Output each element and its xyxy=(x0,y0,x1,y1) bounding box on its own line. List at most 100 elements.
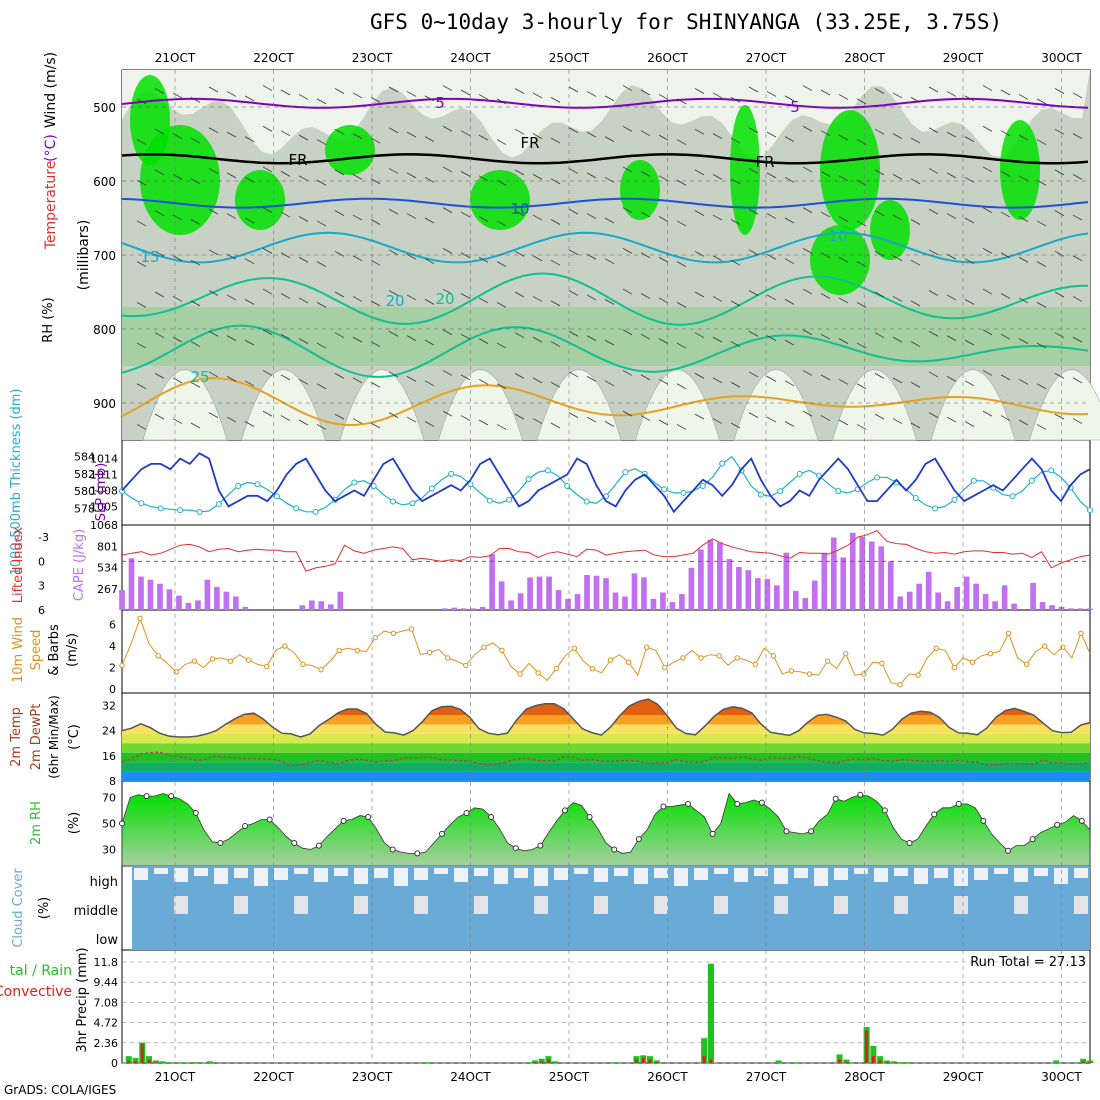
wind-speed-point xyxy=(589,665,596,672)
wind-barb xyxy=(316,424,327,430)
x-label-top: 26OCT xyxy=(647,51,688,65)
wind-barb xyxy=(262,85,273,91)
wind-barb xyxy=(1036,179,1047,186)
wind-barb xyxy=(622,288,633,295)
label-rh2m-a: 2m RH xyxy=(29,801,44,845)
precip-total-bar xyxy=(206,1061,214,1063)
cloud-clear-middle xyxy=(834,896,848,914)
cape-bar xyxy=(868,541,875,610)
precip-total-bar xyxy=(552,1061,559,1063)
rh-point xyxy=(414,850,421,857)
precip-total-bar xyxy=(538,1058,545,1063)
wind-speed-point xyxy=(824,658,831,664)
wind-barb xyxy=(694,88,705,94)
rh-moist-patch xyxy=(140,125,220,235)
wind-barb xyxy=(514,373,525,379)
wind-barb xyxy=(406,294,417,301)
wind-barb xyxy=(442,247,453,254)
wind-barb xyxy=(622,247,633,254)
wind-barb xyxy=(892,336,903,343)
wind-barb xyxy=(208,208,219,215)
wind-barb xyxy=(586,213,597,219)
rh-point xyxy=(660,803,667,810)
wind-barb xyxy=(604,95,615,102)
cape-bar xyxy=(973,583,979,610)
wind-barb xyxy=(280,293,291,299)
cape-bar xyxy=(802,598,809,610)
rh-point xyxy=(340,817,347,824)
cloud-clear-high xyxy=(954,868,968,886)
wind-barb xyxy=(514,413,525,420)
wind-barb xyxy=(802,166,813,173)
y-tick-wind: 2 xyxy=(109,662,116,675)
wind-barb xyxy=(298,419,309,426)
wind-barb xyxy=(244,258,255,265)
cape-bar xyxy=(204,579,211,610)
cape-bar xyxy=(195,600,201,610)
wind-barb xyxy=(694,250,705,257)
wind-barb xyxy=(946,131,957,138)
cloud-clear-middle xyxy=(534,896,548,914)
thickness-point xyxy=(215,501,222,508)
cloud-clear-high xyxy=(454,868,468,882)
wind-barb xyxy=(298,216,309,222)
wind-barb xyxy=(334,169,345,176)
wind-speed-point xyxy=(245,657,252,663)
wind-barb xyxy=(748,168,759,174)
wind-barb xyxy=(154,332,165,339)
wind-barb xyxy=(262,410,273,417)
thickness-point xyxy=(448,470,455,477)
wind-speed-point xyxy=(137,615,143,621)
wind-barb xyxy=(496,424,507,430)
cape-bar xyxy=(327,604,334,610)
wind-barb xyxy=(964,95,975,102)
wind-barb xyxy=(1072,377,1083,384)
wind-barb xyxy=(478,94,489,100)
cloud-clear-high xyxy=(794,868,808,878)
wind-barb xyxy=(820,211,831,218)
rh-point xyxy=(980,817,987,824)
wind-barb xyxy=(640,130,651,137)
thickness-point xyxy=(564,482,571,489)
wind-speed-point xyxy=(680,655,686,661)
wind-barb xyxy=(802,370,813,376)
wind-barb xyxy=(910,300,921,307)
cape-bar xyxy=(849,532,856,610)
wind-barb xyxy=(568,371,579,378)
wind-barb xyxy=(388,86,399,93)
wind-barb xyxy=(676,139,687,145)
wind-barb xyxy=(172,92,183,99)
rh-point xyxy=(537,842,544,849)
cape-bar xyxy=(830,537,837,610)
wind-barb xyxy=(1072,173,1083,180)
wind-barb xyxy=(1018,378,1029,385)
wind-barb xyxy=(622,207,633,213)
wind-barb xyxy=(154,210,165,216)
wind-barb xyxy=(1072,336,1083,343)
cape-bar xyxy=(916,583,922,610)
rh-moist-patch xyxy=(870,200,910,260)
wind-barb xyxy=(172,377,183,384)
label-temp2m-c: (6hr Min/Max) xyxy=(47,695,61,779)
wind-barb xyxy=(784,299,795,305)
wind-barb xyxy=(1000,374,1011,381)
wind-barb xyxy=(694,169,705,176)
y-tick-temp: 8 xyxy=(109,775,116,788)
cape-bar xyxy=(925,571,932,610)
wind-barb xyxy=(712,377,723,384)
cloud-clear-high xyxy=(854,868,868,874)
wind-barb xyxy=(478,175,489,182)
wind-barb xyxy=(856,383,867,390)
wind-barb xyxy=(496,302,507,308)
cape-bar xyxy=(679,594,685,610)
y-tick-pressure: 500 xyxy=(93,101,116,115)
wind-barb xyxy=(136,302,147,308)
precip-convective-bar xyxy=(533,1062,537,1063)
cape-bar xyxy=(138,576,144,610)
y-tick-slp: 1005 xyxy=(90,500,118,513)
rh-dry-lobe xyxy=(1029,369,1100,441)
cape-bar xyxy=(1011,603,1017,610)
wind-speed-point xyxy=(987,650,994,657)
wind-barb xyxy=(226,91,237,97)
precip-convective-bar xyxy=(885,1062,889,1063)
